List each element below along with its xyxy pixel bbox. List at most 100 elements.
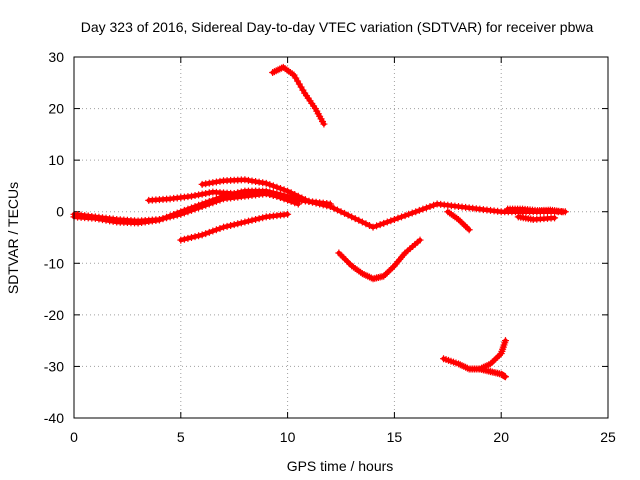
data-point xyxy=(255,178,263,186)
data-point xyxy=(355,216,363,224)
data-point xyxy=(202,230,210,238)
data-point xyxy=(216,224,224,232)
data-point xyxy=(205,179,213,187)
data-point xyxy=(177,236,185,244)
data-point xyxy=(255,215,263,223)
series-track-10 xyxy=(444,208,473,234)
data-point xyxy=(465,226,473,234)
series-track-9 xyxy=(476,365,509,381)
data-point xyxy=(341,209,349,217)
data-point xyxy=(198,190,206,198)
y-tick-label: -30 xyxy=(44,358,64,374)
data-point xyxy=(401,212,409,220)
data-point xyxy=(252,178,260,186)
data-point xyxy=(294,192,302,200)
y-tick-label: 30 xyxy=(48,49,64,65)
data-point xyxy=(237,219,245,227)
data-point xyxy=(205,228,213,236)
data-point xyxy=(284,196,292,204)
data-point xyxy=(276,194,284,202)
y-tick-label: -10 xyxy=(44,255,64,271)
data-point xyxy=(184,205,192,213)
data-point xyxy=(259,214,267,222)
data-point xyxy=(326,200,334,208)
data-point xyxy=(294,200,302,208)
data-point xyxy=(195,232,203,240)
data-point xyxy=(559,208,567,216)
data-point xyxy=(362,220,370,228)
data-point xyxy=(412,208,420,216)
data-point xyxy=(415,206,423,214)
data-point xyxy=(287,189,295,197)
data-point xyxy=(269,191,277,199)
data-point xyxy=(102,216,110,224)
data-point xyxy=(394,214,402,222)
data-point xyxy=(248,216,256,224)
data-point xyxy=(244,176,252,184)
series-track-7 xyxy=(335,236,424,283)
data-point xyxy=(163,213,171,221)
data-point xyxy=(501,373,509,381)
data-point xyxy=(320,120,328,128)
y-tick-label: 0 xyxy=(56,204,64,220)
data-point xyxy=(91,214,99,222)
data-point xyxy=(180,235,188,243)
data-point xyxy=(198,180,206,188)
y-tick-label: 10 xyxy=(48,152,64,168)
data-point xyxy=(255,188,263,196)
data-point xyxy=(184,234,192,242)
ticks: 0 5 10 15 20 25 -40 -30 -20 -10 0 10 20 30 xyxy=(44,49,616,445)
data-point xyxy=(344,211,352,219)
data-point xyxy=(287,197,295,205)
data-point xyxy=(227,221,235,229)
data-point xyxy=(373,222,381,230)
data-point xyxy=(170,210,178,218)
y-tick-label: -20 xyxy=(44,307,64,323)
data-point xyxy=(330,204,338,212)
data-point xyxy=(405,210,413,218)
data-point xyxy=(305,197,313,205)
data-point xyxy=(269,182,277,190)
data-point xyxy=(209,227,217,235)
data-point xyxy=(337,208,345,216)
data-point xyxy=(383,218,391,226)
series-track-3 xyxy=(145,187,302,208)
data-point xyxy=(301,196,309,204)
data-point xyxy=(177,208,185,216)
data-point xyxy=(398,213,406,221)
data-point xyxy=(95,215,103,223)
data-point xyxy=(248,177,256,185)
y-axis-label: SDTVAR / TECUs xyxy=(5,182,21,294)
data-point xyxy=(369,223,377,231)
data-point xyxy=(159,215,167,223)
data-point xyxy=(244,217,252,225)
data-point xyxy=(280,186,288,194)
data-point xyxy=(195,201,203,209)
data-point xyxy=(220,223,228,231)
data-point xyxy=(408,209,416,217)
data-point xyxy=(212,178,220,186)
data-point xyxy=(430,201,438,209)
data-point xyxy=(191,192,199,200)
data-point xyxy=(180,206,188,214)
x-tick-label: 0 xyxy=(70,429,78,445)
data-point xyxy=(273,183,281,191)
series-track-4 xyxy=(198,176,313,205)
data-point xyxy=(209,196,217,204)
data-point xyxy=(298,194,306,202)
data-point xyxy=(191,203,199,211)
data-point xyxy=(416,236,424,244)
data-point xyxy=(98,216,106,224)
data-point xyxy=(230,221,238,229)
x-tick-label: 25 xyxy=(600,429,616,445)
data-point xyxy=(273,192,281,200)
data-point xyxy=(202,180,210,188)
data-point xyxy=(291,199,299,207)
data-point xyxy=(223,222,231,230)
data-point xyxy=(333,206,341,214)
data-point xyxy=(284,187,292,195)
data-point xyxy=(195,191,203,199)
data-point xyxy=(365,221,373,229)
